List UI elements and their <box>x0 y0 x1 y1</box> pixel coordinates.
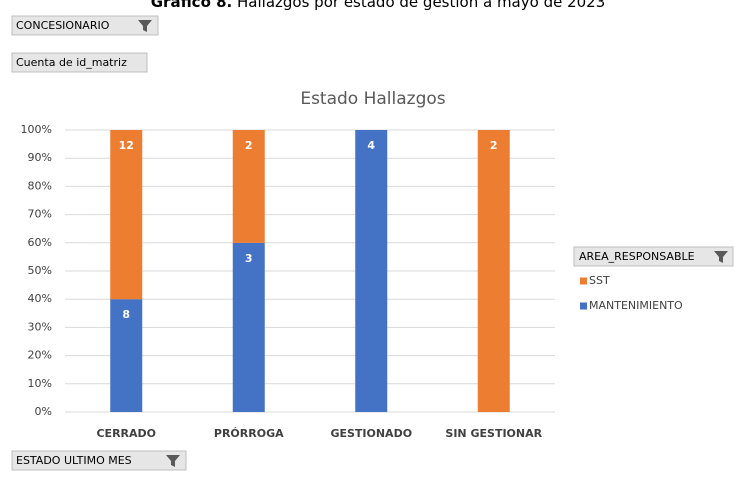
y-tick-label: 50% <box>28 264 52 277</box>
y-tick-label: 10% <box>28 377 52 390</box>
chart-title: Estado Hallazgos <box>300 89 445 109</box>
y-tick-label: 0% <box>35 405 52 418</box>
button-label: CONCESIONARIO <box>16 19 110 32</box>
data-label: 3 <box>245 252 253 265</box>
bar-segment <box>477 130 510 412</box>
data-label: 2 <box>245 139 253 152</box>
bar-segment <box>355 130 388 412</box>
x-tick-label: PRÓRROGA <box>214 427 284 440</box>
button-label: AREA_RESPONSABLE <box>579 250 695 263</box>
x-tick-label: SIN GESTIONAR <box>445 427 542 440</box>
legend-label: MANTENIMIENTO <box>589 299 683 312</box>
button-label: Cuenta de id_matriz <box>16 56 127 69</box>
x-tick-label: CERRADO <box>96 427 156 440</box>
legend-swatch <box>580 277 587 285</box>
y-tick-label: 60% <box>28 236 52 249</box>
legend-filter-button[interactable]: AREA_RESPONSABLE <box>573 246 734 267</box>
bar-segment <box>110 130 143 300</box>
bar-segment <box>110 299 143 412</box>
y-tick-label: 30% <box>28 320 52 333</box>
funnel-icon <box>138 20 152 32</box>
button-bg <box>11 52 148 73</box>
bar-segment <box>232 130 265 243</box>
data-label: 2 <box>490 139 498 152</box>
button-bg <box>11 15 159 36</box>
caption: Gráfico 8. Hallazgos por estado de gesti… <box>151 0 606 11</box>
caption-text: Hallazgos por estado de gestión a mayo d… <box>237 0 605 11</box>
y-tick-label: 40% <box>28 292 52 305</box>
caption-prefix: Gráfico 8. <box>151 0 233 11</box>
y-tick-label: 90% <box>28 151 52 164</box>
button-bg <box>573 246 734 267</box>
data-label: 8 <box>122 308 130 321</box>
bar-segment <box>232 242 265 412</box>
y-tick-label: 100% <box>21 123 52 136</box>
y-tick-label: 20% <box>28 349 52 362</box>
value-button[interactable]: Cuenta de id_matriz <box>11 52 148 73</box>
data-label: 12 <box>119 139 134 152</box>
filter-button[interactable]: CONCESIONARIO <box>11 15 159 36</box>
x-tick-label: GESTIONADO <box>330 427 412 440</box>
y-tick-label: 80% <box>28 179 52 192</box>
button-bg <box>11 450 187 471</box>
legend-label: SST <box>589 274 610 287</box>
button-label: ESTADO ULTIMO MES <box>16 454 132 467</box>
legend-swatch <box>580 302 587 310</box>
y-tick-label: 70% <box>28 208 52 221</box>
funnel-icon <box>714 251 728 263</box>
data-label: 4 <box>367 139 375 152</box>
axis-filter-button[interactable]: ESTADO ULTIMO MES <box>11 450 187 471</box>
funnel-icon <box>166 455 180 467</box>
